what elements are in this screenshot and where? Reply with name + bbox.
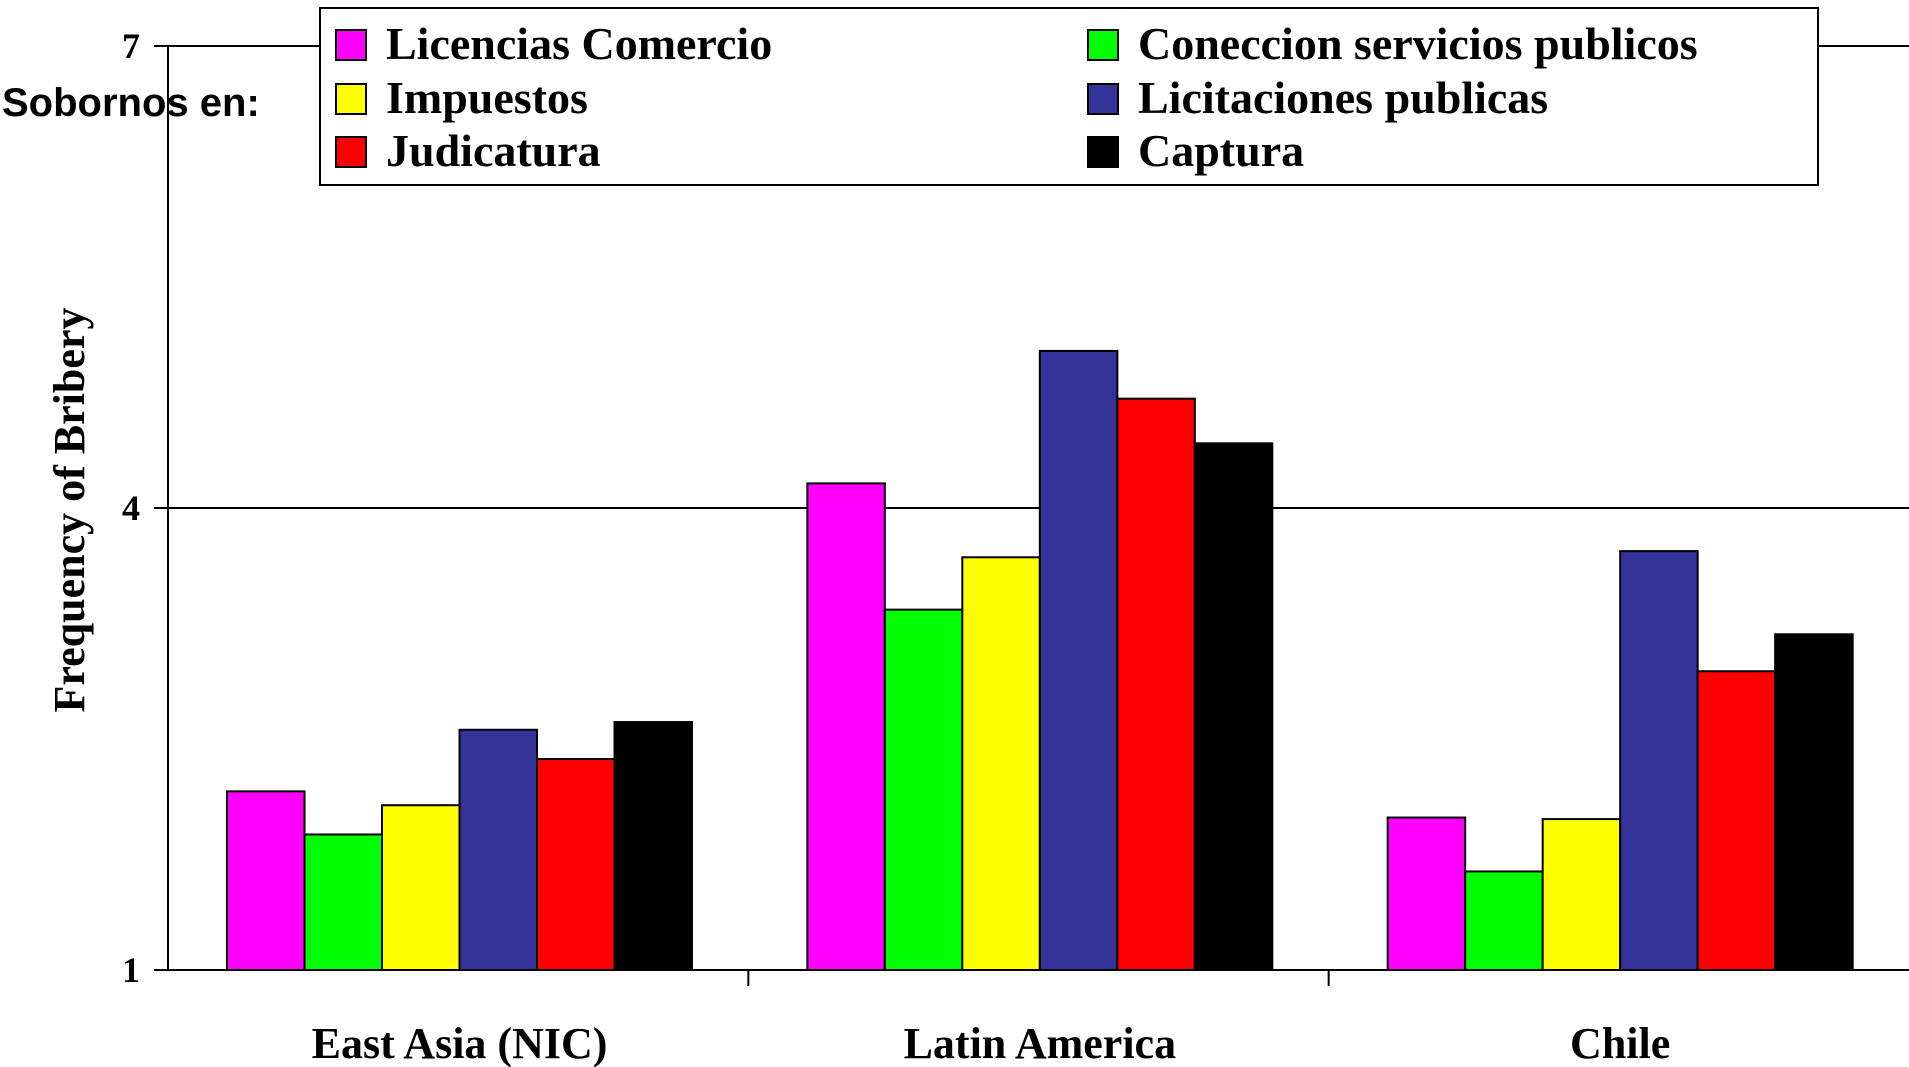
legend-title: Sobornos en: (2, 81, 260, 125)
bar-2-0 (1386, 816, 1467, 971)
legend-swatch-4 (335, 136, 367, 168)
legend-swatch-0 (335, 29, 367, 61)
legend-swatch-5 (1087, 136, 1119, 168)
axes: 1 4 7 East Asia (NIC) Latin America Chile (122, 26, 1909, 1067)
bar-1-1 (883, 608, 964, 971)
bar-1-3 (1038, 349, 1119, 972)
bar-1-0 (806, 482, 886, 971)
bars (226, 349, 1854, 972)
y-tick-label-0: 1 (122, 950, 140, 990)
y-tick-label-1: 4 (122, 488, 140, 528)
legend-label-3: Licitaciones publicas (1138, 72, 1548, 123)
x-tick-label-2: Chile (1570, 1019, 1670, 1067)
legend-label-4: Judicatura (386, 125, 601, 176)
bar-0-0 (226, 790, 306, 971)
bar-1-2 (961, 556, 1041, 972)
bar-0-5 (613, 721, 693, 971)
bar-0-4 (536, 758, 616, 972)
legend-label-1: Coneccion servicios publicos (1138, 18, 1698, 69)
legend-swatch-1 (1087, 29, 1119, 61)
legend-swatch-3 (1087, 83, 1119, 115)
x-tick-label-1: Latin America (904, 1019, 1177, 1067)
y-axis-label: Frequency of Bribery (45, 308, 94, 713)
legend-swatch-2 (335, 83, 367, 115)
bar-2-4 (1696, 670, 1777, 971)
bar-2-1 (1464, 870, 1544, 971)
bar-1-5 (1193, 442, 1274, 971)
legend-label-0: Licencias Comercio (386, 18, 772, 69)
bar-1-4 (1116, 397, 1196, 972)
x-tick-label-0: East Asia (NIC) (312, 1019, 608, 1067)
legend-label-2: Impuestos (386, 72, 588, 123)
y-tick-label-2: 7 (122, 26, 140, 66)
bar-2-5 (1774, 633, 1854, 972)
bar-2-2 (1541, 818, 1622, 972)
legend-box (319, 7, 1819, 186)
bar-0-3 (458, 728, 538, 972)
legend-label-5: Captura (1138, 125, 1304, 176)
bar-0-2 (381, 804, 461, 971)
bar-0-1 (303, 833, 383, 971)
bar-2-3 (1619, 550, 1699, 971)
